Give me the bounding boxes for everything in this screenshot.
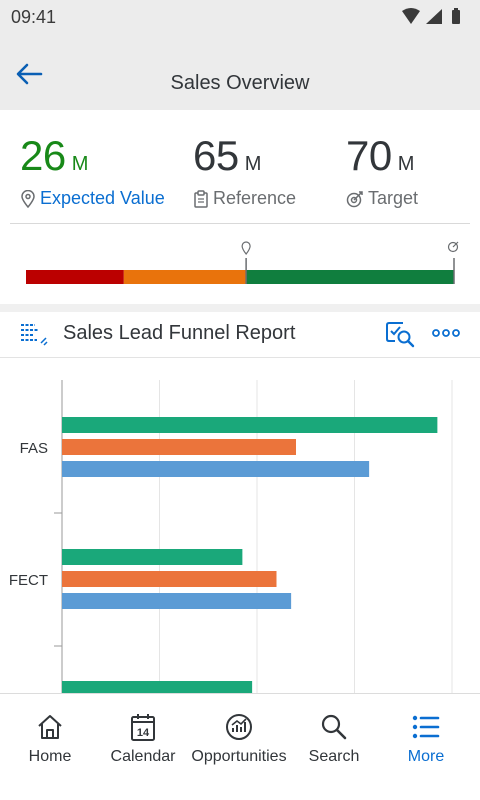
wifi-icon [402,8,420,24]
nav-item-calendar[interactable]: 14 Calendar [100,694,186,800]
nav-item-home[interactable]: Home [10,694,90,800]
bar-fect-series-0 [62,549,243,565]
kpi-unit: M [397,153,415,175]
location-pin-icon [21,189,35,208]
home-icon [36,712,64,742]
bar-chart-list-icon [21,324,48,346]
kpi-number: 26 [20,132,66,179]
kpi-target: 70 M Target [346,132,418,208]
menu-icon [411,712,441,742]
nav-item-search[interactable]: Search [296,694,372,800]
nav-label: More [407,748,445,765]
nav-item-opportunities[interactable]: Opportunities [186,694,292,800]
target-icon [346,190,363,207]
kpi-reference: 65 M Reference [193,132,296,208]
nav-label: Calendar [110,748,176,765]
kpi-label[interactable]: Expected Value [20,188,165,209]
bullet-chart-svg [26,241,459,284]
kpi-number: 70 [346,132,392,179]
svg-text:14: 14 [137,727,150,739]
kpi-unit: M [71,153,89,175]
kpi-label-text: Expected Value [40,188,165,208]
opportunities-icon [224,712,254,742]
report-title: Sales Lead Funnel Report [63,322,296,344]
app-bar: Sales Overview [0,34,480,110]
signal-icon [426,9,442,24]
zoom-filter-icon[interactable] [385,320,417,348]
clipboard-icon [194,189,208,208]
bullet-segment-1 [123,270,247,284]
status-time: 09:41 [11,7,57,27]
search-icon [320,712,348,742]
status-icons [402,8,460,24]
more-options-icon[interactable] [432,327,460,339]
bar-next-category-series-0 [62,681,253,693]
nav-label: Opportunities [191,748,287,765]
kpi-label-text: Reference [213,188,297,208]
bottom-nav: Home 14 Calendar Opportunities [0,693,480,800]
chart-area: FAS FECT [0,358,480,693]
kpi-value: 70 M [346,132,414,188]
section-separator [0,304,480,312]
kpi-expected-value: 26 M Expected Value [20,132,165,208]
status-bar: 09:41 [0,0,480,34]
bullet-chart [0,224,480,304]
kpi-label: Reference [193,188,296,209]
location-pin-icon [241,241,251,255]
kpi-value: 65 M [193,132,261,188]
nav-label: Home [28,748,72,765]
report-header: Sales Lead Funnel Report [0,312,480,358]
target-icon-arrow [452,241,459,248]
kpi-value: 26 M [20,132,88,188]
divider [10,223,470,224]
nav-item-more[interactable]: More [386,694,466,800]
target-icon [447,241,459,253]
back-button[interactable] [14,62,50,90]
calendar-icon: 14 [129,712,157,742]
bar-fas-series-1 [62,439,296,455]
funnel-bar-chart: FAS FECT [9,380,453,693]
kpi-label: Target [346,188,418,209]
arrow-left-icon [16,63,43,85]
kpi-unit: M [244,153,262,175]
kpi-number: 65 [193,132,239,179]
bullet-segment-2 [246,270,454,284]
bar-fas-series-0 [62,417,438,433]
bullet-segment-0 [26,270,124,284]
bar-fect-series-2 [62,593,292,609]
nav-label: Search [308,748,360,765]
battery-icon [452,8,460,24]
bar-fect-series-1 [62,571,277,587]
kpi-label-text: Target [368,188,419,208]
page-title: Sales Overview [170,72,310,94]
bar-fas-series-2 [62,461,370,477]
category-label: FAS [20,440,48,457]
category-label: FECT [9,572,48,589]
